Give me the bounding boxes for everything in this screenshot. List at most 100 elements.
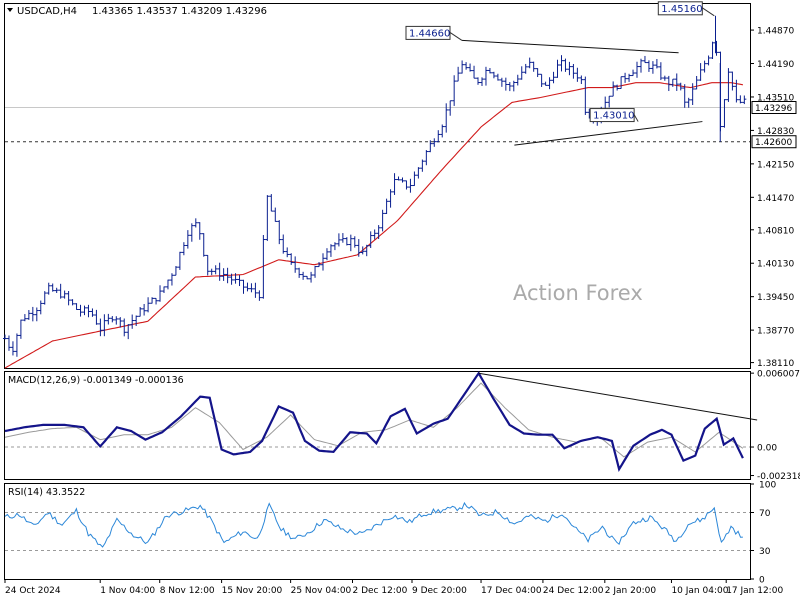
- rsi-title: RSI(14) 43.3522: [8, 487, 85, 498]
- ohlc-bar: [575, 67, 580, 82]
- ohlc-bar: [241, 279, 246, 294]
- ohlc-bar: [623, 72, 628, 83]
- current-price-tag: 1.43296: [751, 100, 797, 114]
- ohlc-bar: [452, 75, 457, 106]
- ohlc-bar: [42, 291, 47, 305]
- ohlc-bar: [285, 247, 290, 258]
- ohlc-bar: [515, 74, 520, 86]
- ohlc-bar: [189, 223, 194, 242]
- ohlc-bar: [86, 304, 91, 318]
- time-axis-label: 10 Jan 04:00: [671, 586, 728, 596]
- price-axis-label: 1.41470: [757, 194, 794, 204]
- ohlc-bar: [356, 239, 361, 257]
- ohlc-bar: [158, 285, 163, 302]
- ohlc-bar: [317, 262, 322, 268]
- ohlc-bar: [90, 308, 95, 317]
- ohlc-bar: [165, 279, 170, 290]
- ohlc-bar: [54, 287, 59, 294]
- price-axis-label: 1.42830: [757, 127, 794, 137]
- ohlc-bar: [579, 75, 584, 84]
- ohlc-bar: [146, 297, 151, 313]
- ohlc-bar: [635, 61, 640, 78]
- ohlc-bar: [142, 303, 147, 316]
- price-axis-label: 1.40130: [757, 260, 794, 270]
- price-axis-label: 1.38110: [757, 359, 794, 369]
- ohlc-bar: [468, 63, 473, 72]
- price-annotation-label: 1.43010: [593, 111, 634, 122]
- ohlc-bar: [82, 305, 87, 316]
- price-panel-frame: [4, 3, 751, 369]
- ohlc-bar: [217, 262, 222, 281]
- ohlc-bar: [237, 275, 242, 287]
- ohlc-bar: [654, 58, 659, 69]
- ohlc-bar: [642, 55, 647, 64]
- ohlc-bar: [658, 62, 663, 81]
- ohlc-bar: [368, 231, 373, 249]
- time-axis-label: 8 Nov 12:00: [160, 586, 215, 596]
- ohlc-bar: [38, 300, 43, 315]
- ohlc-bar: [205, 254, 210, 276]
- ohlc-bar: [631, 69, 636, 77]
- time-axis-label: 24 Dec 12:00: [543, 586, 604, 596]
- ohlc-bar: [154, 297, 159, 305]
- ohlc-bar: [130, 314, 135, 329]
- macd-trendline: [478, 372, 758, 421]
- ohlc-bar: [396, 176, 401, 181]
- ohlc-bar: [324, 248, 329, 261]
- time-axis-label: 9 Dec 20:00: [412, 586, 467, 596]
- ohlc-bar: [62, 290, 67, 299]
- ohlc-bar: [320, 253, 325, 271]
- ohlc-bar: [50, 283, 55, 292]
- ohlc-bar: [666, 75, 671, 92]
- ohlc-bar: [305, 275, 310, 280]
- ohlc-bar: [293, 256, 298, 273]
- ohlc-bar: [702, 60, 707, 73]
- ohlc-bar: [328, 244, 333, 257]
- ohlc-bar: [460, 60, 465, 74]
- ohlc-bar: [464, 62, 469, 70]
- ohlc-bar: [444, 103, 449, 133]
- macd-axis-label: 0.006007: [757, 370, 800, 380]
- dropdown-arrow-icon[interactable]: [7, 8, 13, 12]
- ohlc-bar: [487, 68, 492, 74]
- ohlc-bar: [476, 77, 481, 85]
- ohlc-bar: [245, 282, 250, 292]
- ohlc-bar: [118, 317, 123, 328]
- macd-axis-label: -0.002318: [757, 472, 800, 482]
- ohlc-bar: [253, 282, 258, 298]
- ohlc-bar: [249, 283, 254, 293]
- ohlc-bar: [46, 282, 51, 295]
- ohlc-bar: [161, 286, 166, 294]
- ohlc-bar: [412, 171, 417, 187]
- ohlc-bar: [18, 319, 23, 339]
- ohlc-bar: [583, 76, 588, 115]
- support-price-tag-box: [751, 135, 797, 149]
- ohlc-bar: [360, 246, 365, 255]
- ohlc-bar: [734, 79, 739, 103]
- ohlc-bar: [201, 233, 206, 257]
- ohlc-bar: [185, 230, 190, 249]
- price-axis-label: 1.39450: [757, 293, 794, 303]
- ohlc-bar: [221, 268, 226, 281]
- price-annotation-leader: [449, 31, 463, 41]
- ohlc-bar: [225, 267, 230, 284]
- ohlc-bar: [233, 273, 238, 284]
- ohlc-bar: [698, 63, 703, 81]
- ohlc-bar: [670, 78, 675, 87]
- ohlc-bar: [567, 61, 572, 76]
- ohlc-bar: [499, 77, 504, 87]
- ohlc-bar: [10, 341, 15, 356]
- ohlc-bar: [535, 68, 540, 78]
- macd-signal-line: [4, 382, 744, 458]
- ohlc-bar: [364, 244, 369, 257]
- ohlc-bar: [26, 310, 31, 320]
- ohlc-bar: [694, 75, 699, 90]
- price-axis-label: 1.38770: [757, 327, 794, 337]
- ohlc-bar: [551, 71, 556, 84]
- time-axis-label: 24 Oct 2024: [5, 586, 61, 596]
- ohlc-bar: [193, 218, 198, 228]
- price-axis-label: 1.40810: [757, 226, 794, 236]
- ohlc-bar: [559, 55, 564, 72]
- ohlc-bar: [555, 59, 560, 78]
